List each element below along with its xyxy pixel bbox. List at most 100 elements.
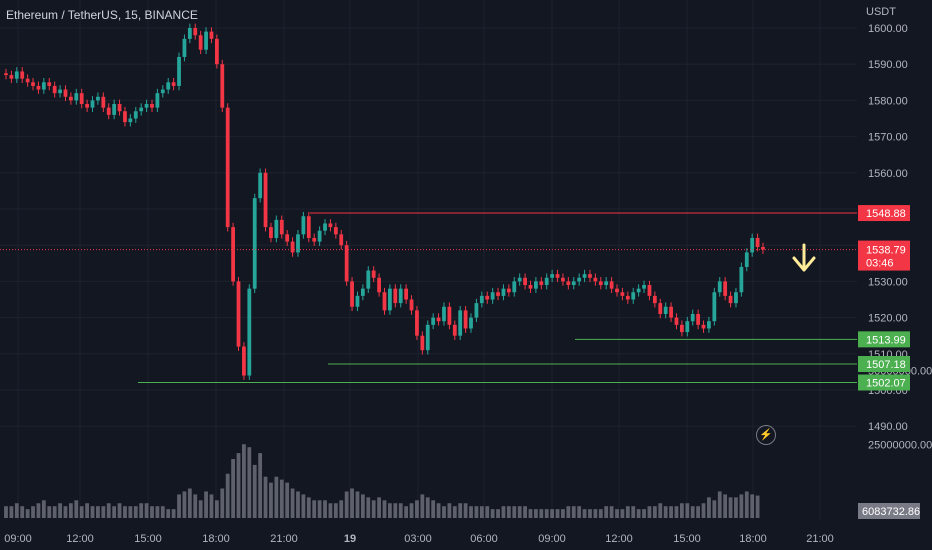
volume-bar [377, 497, 381, 518]
volume-bar [604, 506, 609, 518]
candle [398, 284, 403, 308]
candle-body [534, 281, 538, 289]
volume-bar [388, 503, 392, 518]
candle [139, 103, 144, 116]
candle-body [674, 317, 679, 325]
current-price-box [858, 240, 910, 271]
time-tick-label: 18:00 [202, 533, 230, 545]
volume-bar [96, 506, 100, 518]
volume-bar [198, 500, 203, 518]
volume-bar [220, 488, 225, 518]
level-label-support: 1513.99 [858, 331, 910, 348]
candle-body [312, 237, 317, 242]
time-tick-label: 06:00 [470, 533, 498, 545]
volume-bar [171, 509, 176, 518]
volume-bar [31, 506, 35, 518]
candle-body [609, 281, 614, 289]
time-tick-label: 12:00 [66, 533, 94, 545]
volume-bar [350, 488, 354, 518]
candle [328, 219, 333, 232]
candle-body [333, 227, 338, 235]
candle-body [420, 335, 425, 351]
volume-bar [214, 500, 219, 518]
candle-body [539, 281, 544, 286]
candle-body [360, 288, 365, 296]
candle [490, 287, 495, 304]
candle [452, 320, 457, 341]
symbol-title[interactable]: Ethereum / TetherUS, 15, BINANCE [6, 8, 198, 22]
candle [420, 331, 425, 355]
candle [187, 23, 192, 44]
candle [112, 99, 117, 120]
candle-body [615, 288, 619, 293]
candle [728, 291, 733, 308]
price-tick-label: 1580.00 [868, 95, 908, 107]
candle-body [317, 230, 322, 242]
candle [447, 302, 452, 330]
candle-body [409, 299, 414, 311]
candle [231, 222, 235, 286]
volume-bar [323, 500, 327, 518]
volume-bar [523, 506, 527, 518]
candle-body [717, 281, 722, 293]
volume-bar [41, 500, 46, 518]
candle [360, 284, 365, 301]
candle-body [101, 96, 106, 108]
candle-body [177, 56, 181, 86]
volume-bar [717, 491, 722, 518]
candle [750, 233, 755, 257]
candle-body [685, 321, 690, 333]
candle [458, 306, 463, 341]
level-label-box [858, 356, 910, 373]
candle-body [415, 310, 419, 336]
candle-body [658, 303, 663, 314]
candle-body [350, 281, 354, 307]
candle-body [79, 93, 84, 105]
volume-bar [734, 497, 738, 518]
candle [755, 233, 760, 252]
lightning-icon[interactable]: ⚡ [756, 425, 776, 445]
candle [582, 269, 587, 283]
candle-body [209, 31, 214, 39]
candle-body [58, 89, 62, 94]
candle [193, 23, 198, 40]
candle-body [344, 245, 349, 282]
candle-body [469, 317, 473, 329]
candle [712, 287, 717, 326]
candle [14, 67, 19, 84]
candle-body [96, 96, 100, 101]
candle [717, 277, 722, 297]
candle-body [160, 89, 165, 94]
candle [47, 77, 52, 91]
candle-body [187, 28, 192, 39]
volume-bars [4, 444, 760, 518]
volume-bar [63, 506, 68, 518]
candle [561, 273, 565, 286]
candle-body [496, 292, 500, 296]
volume-bar [123, 506, 127, 518]
candle-body [739, 266, 744, 293]
volume-bar [723, 494, 728, 518]
volume-bar [177, 494, 181, 518]
candle [279, 215, 284, 239]
time-axis[interactable]: 09:00 12:00 15:00 18:00 21:00 19 03:00 06:00 09:… [4, 533, 834, 545]
candle [571, 277, 576, 290]
candle-body [561, 277, 565, 282]
volume-bar [393, 503, 398, 518]
candle [544, 273, 549, 290]
candle [128, 114, 133, 127]
volume-bar [647, 506, 652, 518]
candle-body [263, 172, 268, 228]
volume-bar [312, 500, 317, 518]
candle [658, 298, 663, 319]
volume-bar [52, 506, 57, 518]
time-tick-label: 03:00 [404, 533, 432, 545]
volume-bar [187, 488, 192, 518]
candle [674, 313, 679, 330]
candle-body [642, 285, 646, 289]
candle [301, 211, 306, 239]
volume-bar [139, 503, 144, 518]
volume-bar [247, 447, 252, 518]
volume-bar [263, 476, 268, 518]
